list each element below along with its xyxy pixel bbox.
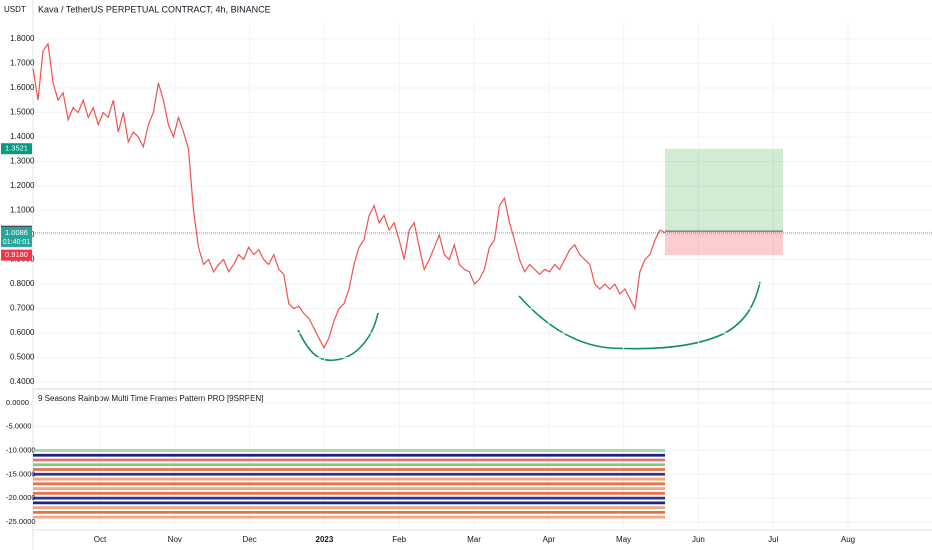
price-badge-label: 1.3521 — [5, 144, 28, 153]
y-tick-label: 0.0000 — [6, 398, 29, 407]
x-tick-label: Oct — [94, 535, 107, 544]
y-tick-label: 0.5000 — [10, 353, 35, 362]
price-line — [32, 42, 666, 350]
x-tick-label: Nov — [168, 535, 182, 544]
price-badge — [1, 226, 32, 247]
target-zone — [665, 148, 783, 232]
drawing-curve — [518, 281, 761, 350]
price-badge-label: 1.0086 — [5, 228, 28, 237]
y-tick-label: -5.0000 — [6, 422, 31, 431]
x-tick-label: May — [616, 535, 631, 544]
y-tick-label: -25.0000 — [6, 517, 36, 526]
x-tick-label: Aug — [841, 535, 855, 544]
chart-title: Kava / TetherUS PERPETUAL CONTRACT, 4h, … — [38, 4, 271, 14]
x-tick-label: Dec — [242, 535, 256, 544]
y-tick-label: -15.0000 — [6, 469, 36, 478]
x-tick-label: Mar — [467, 535, 481, 544]
y-tick-label: 0.6000 — [10, 328, 35, 337]
stop-zone — [665, 231, 783, 256]
y-axis-label: USDT — [4, 5, 26, 14]
y-tick-label: 0.7000 — [10, 304, 35, 313]
y-tick-label: -10.0000 — [6, 445, 36, 454]
y-tick-label: -20.0000 — [6, 493, 36, 502]
y-tick-label: 1.4000 — [10, 132, 35, 141]
y-tick-label: 1.3000 — [10, 157, 35, 166]
y-tick-label: 1.1000 — [10, 206, 35, 215]
price-badge — [1, 143, 32, 155]
y-tick-label: 1.5000 — [10, 108, 35, 117]
price-badge-label: 0.9180 — [5, 250, 28, 259]
x-tick-label: Jun — [692, 535, 705, 544]
x-tick-label: 2023 — [316, 535, 334, 544]
indicator-title: 9 Seasons Rainbow Multi Time Frames Patt… — [38, 394, 263, 403]
y-tick-label: 1.7000 — [10, 59, 35, 68]
price-badge-note: 01:40:01 — [3, 239, 30, 246]
x-tick-label: Jul — [768, 535, 778, 544]
x-tick-label: Feb — [392, 535, 406, 544]
y-tick-label: 0.8000 — [10, 279, 35, 288]
y-tick-label: 0.4000 — [10, 377, 35, 386]
y-tick-label: 1.2000 — [10, 181, 35, 190]
y-tick-label: 1.8000 — [10, 34, 35, 43]
x-tick-label: Apr — [543, 535, 556, 544]
y-tick-label: 1.6000 — [10, 83, 35, 92]
price-badge — [1, 249, 32, 261]
